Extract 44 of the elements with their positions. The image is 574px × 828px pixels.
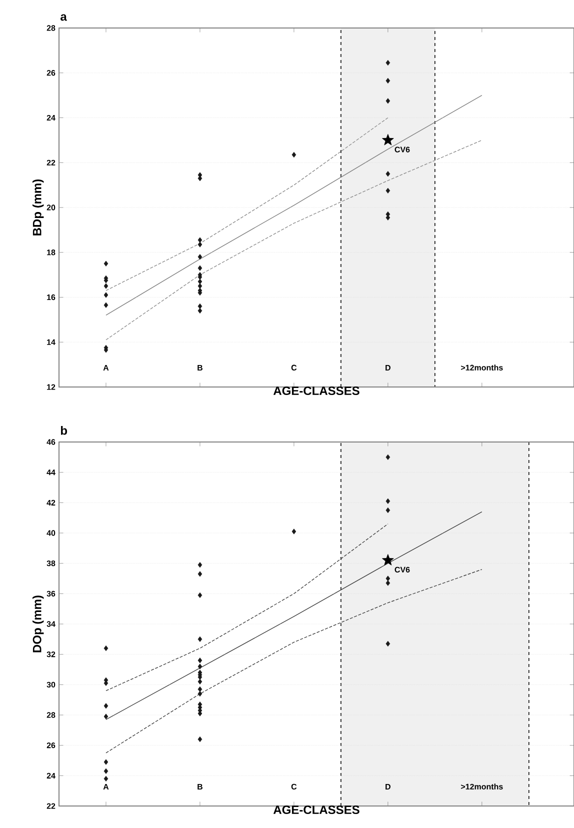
y-tick-label: 28 — [46, 25, 56, 31]
x-tick-label: C — [291, 784, 297, 790]
annotation: CV6 — [394, 146, 410, 152]
y-tick-label: 26 — [46, 742, 56, 748]
x-tick-label: D — [386, 364, 390, 370]
y-tick-label: 32 — [46, 652, 56, 658]
chart-title: b — [60, 426, 68, 435]
y-tick-label: 38 — [46, 560, 56, 566]
y-tick-label: 30 — [46, 682, 56, 688]
x-tick-label: >12months — [461, 364, 503, 370]
line-series — [106, 94, 482, 316]
y-tick-label: 44 — [46, 470, 56, 476]
x-tick-label: >12months — [461, 784, 503, 790]
y-tick-label: 22 — [46, 160, 56, 166]
y-tick-label: 46 — [46, 439, 56, 445]
x-tick-label: C — [291, 364, 297, 370]
y-tick-label: 26 — [46, 70, 56, 76]
line-series — [106, 140, 482, 340]
line-series — [106, 117, 388, 291]
y-tick-label: 34 — [46, 621, 56, 627]
y-tick-label: 20 — [46, 204, 56, 210]
line-series — [106, 524, 388, 692]
y-tick-label: 22 — [46, 803, 56, 809]
y-tick-label: 36 — [46, 590, 56, 597]
y-axis-title: BDp (mm) — [32, 179, 44, 236]
x-tick-label: A — [103, 784, 109, 790]
x-axis-title: AGE-CLASSES — [273, 806, 360, 814]
x-tick-label: B — [198, 364, 202, 370]
y-tick-label: 14 — [47, 339, 56, 345]
y-tick-label: 24 — [46, 772, 56, 778]
x-axis-title: AGE-CLASSES — [273, 386, 360, 396]
y-tick-label: 24 — [46, 114, 56, 121]
y-tick-label: 16 — [47, 294, 56, 300]
y-tick-label: 12 — [47, 384, 56, 390]
y-tick-label: 28 — [46, 712, 56, 718]
y-tick-label: 18 — [47, 250, 56, 256]
y-tick-label: 40 — [46, 530, 56, 536]
x-tick-label: B — [198, 784, 202, 790]
annotation: CV6 — [394, 566, 410, 573]
x-tick-label: D — [386, 784, 390, 790]
y-tick-label: 42 — [46, 500, 56, 506]
y-axis-title: DOp (mm) — [32, 596, 44, 652]
x-tick-label: A — [103, 364, 109, 370]
chart-title: a — [60, 14, 67, 21]
